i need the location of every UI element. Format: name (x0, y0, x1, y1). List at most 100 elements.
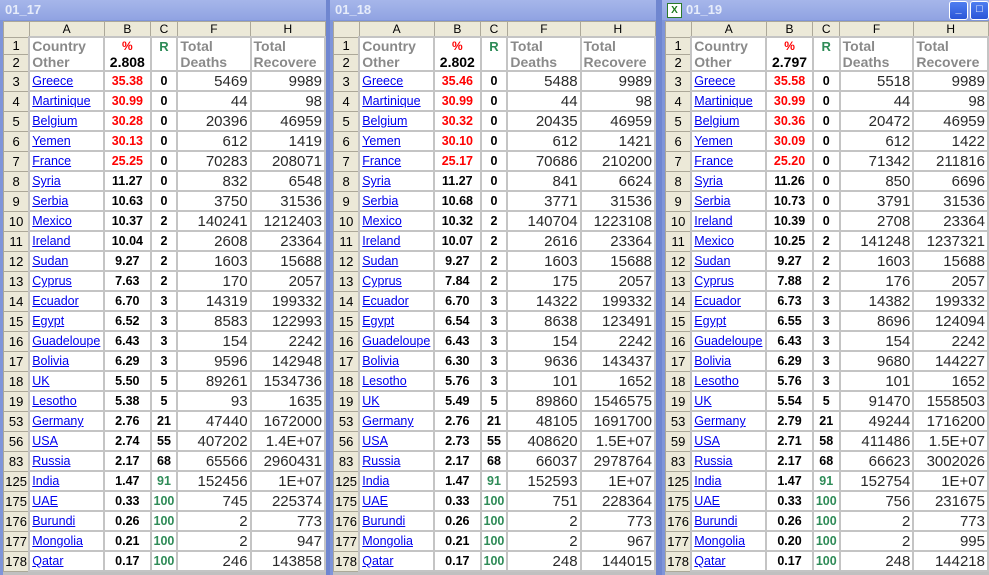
recovered-cell[interactable]: 1652 (579, 370, 656, 392)
pct-cell[interactable]: 7.88 (765, 270, 814, 292)
row-number[interactable]: 8 (3, 170, 30, 192)
country-cell[interactable]: Qatar (28, 550, 106, 572)
country-link[interactable]: Egypt (694, 314, 727, 328)
recovered-cell[interactable]: 1558503 (912, 390, 989, 412)
column-header-H[interactable]: H (250, 21, 326, 38)
country-cell[interactable]: Belgium (690, 110, 768, 132)
country-link[interactable]: Russia (694, 454, 733, 468)
recovered-cell[interactable]: 1E+07 (912, 470, 989, 492)
pct-cell[interactable]: 35.58 (765, 70, 814, 92)
header-country[interactable]: Country (28, 36, 106, 54)
header-deaths[interactable]: Total (506, 36, 582, 54)
rank-cell[interactable]: 0 (811, 150, 841, 172)
deaths-cell[interactable]: 612 (506, 130, 582, 152)
recovered-cell[interactable]: 1.4E+07 (249, 430, 326, 452)
recovered-cell[interactable]: 6548 (249, 170, 326, 192)
country-cell[interactable]: USA (690, 430, 768, 452)
pct-cell[interactable]: 9.27 (103, 250, 152, 272)
row-number[interactable]: 15 (665, 310, 692, 332)
row-number[interactable]: 59 (665, 430, 692, 452)
row-number[interactable]: 15 (3, 310, 30, 332)
header-pct[interactable]: % (765, 36, 814, 54)
row-number[interactable]: 178 (665, 550, 692, 572)
deaths-cell[interactable]: 407202 (176, 430, 252, 452)
rank-cell[interactable]: 5 (149, 390, 179, 412)
country-link[interactable]: UAE (694, 494, 720, 508)
recovered-cell[interactable]: 773 (912, 510, 989, 532)
pct-cell[interactable]: 11.26 (765, 170, 814, 192)
country-cell[interactable]: France (358, 150, 436, 172)
country-link[interactable]: UAE (362, 494, 388, 508)
country-link[interactable]: UAE (32, 494, 58, 508)
recovered-cell[interactable]: 1E+07 (579, 470, 656, 492)
row-number[interactable]: 178 (3, 550, 30, 572)
deaths-cell[interactable]: 44 (506, 90, 582, 112)
deaths-cell[interactable]: 612 (176, 130, 252, 152)
country-link[interactable]: USA (694, 434, 720, 448)
row-number[interactable]: 3 (333, 70, 360, 92)
recovered-cell[interactable]: 1422 (912, 130, 989, 152)
country-link[interactable]: Serbia (694, 194, 731, 208)
recovered-cell[interactable]: 6624 (579, 170, 656, 192)
recovered-cell[interactable]: 123491 (579, 310, 656, 332)
rank-cell[interactable]: 0 (479, 170, 509, 192)
country-link[interactable]: Belgium (362, 114, 408, 128)
deaths-cell[interactable]: 2 (838, 510, 915, 532)
recovered-cell[interactable]: 23364 (579, 230, 656, 252)
deaths-cell[interactable]: 71342 (838, 150, 915, 172)
row-number[interactable]: 13 (665, 270, 692, 292)
deaths-cell[interactable]: 70283 (176, 150, 252, 172)
recovered-cell[interactable]: 23364 (912, 210, 989, 232)
pct-cell[interactable]: 1.47 (433, 470, 482, 492)
country-link[interactable]: Guadeloupe (362, 334, 431, 348)
country-cell[interactable]: Ecuador (690, 290, 768, 312)
country-cell[interactable]: Germany (28, 410, 106, 432)
pct-cell[interactable]: 5.49 (433, 390, 482, 412)
row-number[interactable]: 14 (333, 290, 360, 312)
deaths-cell[interactable]: 8638 (506, 310, 582, 332)
country-link[interactable]: Burundi (694, 514, 738, 528)
pct-cell[interactable]: 9.27 (433, 250, 482, 272)
column-header-C[interactable]: C (480, 21, 508, 38)
recovered-cell[interactable]: 1212403 (249, 210, 326, 232)
country-link[interactable]: Guadeloupe (32, 334, 101, 348)
deaths-cell[interactable]: 850 (838, 170, 915, 192)
deaths-cell[interactable]: 154 (506, 330, 582, 352)
pct-cell[interactable]: 0.17 (103, 550, 152, 572)
row-number[interactable]: 176 (333, 510, 360, 532)
row-number[interactable]: 16 (665, 330, 692, 352)
rank-cell[interactable]: 0 (149, 190, 179, 212)
pct-cell[interactable]: 30.10 (433, 130, 482, 152)
country-cell[interactable]: Greece (690, 70, 768, 92)
deaths-cell[interactable]: 2616 (506, 230, 582, 252)
deaths-cell[interactable]: 411486 (838, 430, 915, 452)
pct-cell[interactable]: 6.43 (433, 330, 482, 352)
pct-cell[interactable]: 35.46 (433, 70, 482, 92)
deaths-cell[interactable]: 101 (506, 370, 582, 392)
country-cell[interactable]: Germany (358, 410, 436, 432)
country-link[interactable]: Yemen (32, 134, 71, 148)
deaths-cell[interactable]: 48105 (506, 410, 582, 432)
country-cell[interactable]: Mexico (28, 210, 106, 232)
pct-cell[interactable]: 0.21 (433, 530, 482, 552)
pct-cell[interactable]: 6.29 (103, 350, 152, 372)
country-cell[interactable]: Yemen (690, 130, 768, 152)
recovered-cell[interactable]: 1546575 (579, 390, 656, 412)
pct-cell[interactable]: 10.73 (765, 190, 814, 212)
country-link[interactable]: Ecuador (32, 294, 79, 308)
recovered-cell[interactable]: 15688 (249, 250, 326, 272)
pct-cell[interactable]: 0.33 (765, 490, 814, 512)
country-link[interactable]: Mongolia (32, 534, 83, 548)
row-number[interactable]: 177 (333, 530, 360, 552)
country-link[interactable]: Martinique (362, 94, 421, 108)
country-cell[interactable]: Serbia (28, 190, 106, 212)
pct-cell[interactable]: 2.76 (433, 410, 482, 432)
select-all-corner[interactable] (665, 21, 692, 38)
rank-cell[interactable]: 58 (811, 430, 841, 452)
rank-cell[interactable]: 0 (811, 110, 841, 132)
recovered-cell[interactable]: 2978764 (579, 450, 656, 472)
row-number[interactable]: 175 (333, 490, 360, 512)
header-pct[interactable]: % (433, 36, 482, 54)
country-cell[interactable]: Egypt (690, 310, 768, 332)
country-cell[interactable]: Guadeloupe (358, 330, 436, 352)
